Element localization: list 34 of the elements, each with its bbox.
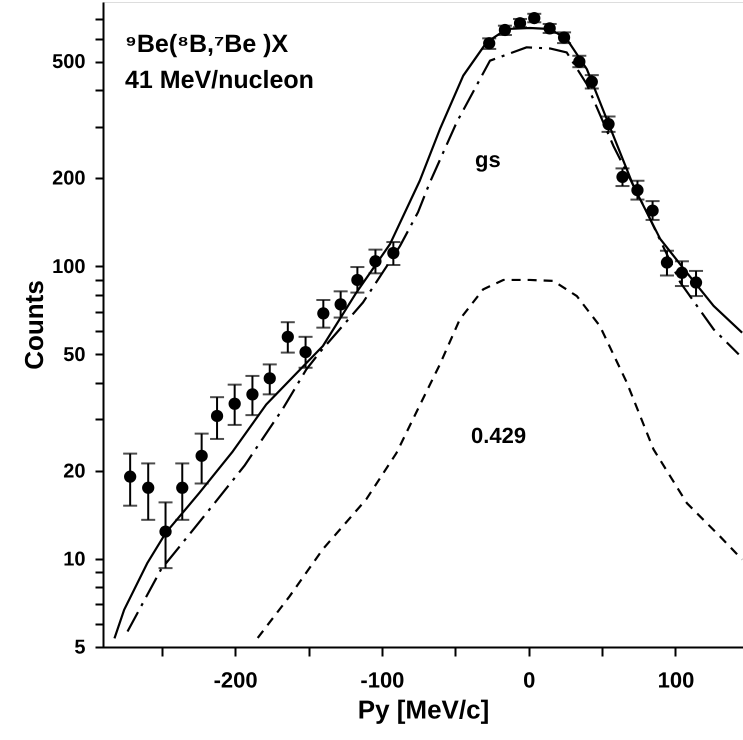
y-tick-label: 50 <box>63 344 86 366</box>
x-tick-label: -100 <box>360 668 404 692</box>
x-tick-label: -200 <box>214 668 258 692</box>
point <box>210 410 224 422</box>
point <box>317 307 330 320</box>
x-tick-label: 0 <box>523 668 536 692</box>
annotation: 41 MeV/nucleon <box>125 66 314 94</box>
point <box>246 388 259 400</box>
y-tick-label: 200 <box>52 168 86 190</box>
y-tick-label: 10 <box>63 548 86 570</box>
y-axis-title: Counts <box>19 280 50 370</box>
x-axis-title: Py [MeV/c] <box>358 694 490 724</box>
point <box>196 450 208 462</box>
point <box>351 274 364 286</box>
point <box>334 298 347 310</box>
point <box>176 482 188 494</box>
point <box>228 398 241 410</box>
annotation: ⁹Be(⁸B,⁷Be )X <box>125 30 289 58</box>
annotation: gs <box>475 147 501 172</box>
point <box>282 330 294 343</box>
point <box>616 170 629 184</box>
point <box>264 372 276 384</box>
y-tick-label: 500 <box>52 51 86 74</box>
point <box>142 482 154 494</box>
point <box>387 246 400 260</box>
y-tick-label: 5 <box>74 636 86 658</box>
annotation: 0.429 <box>471 423 526 448</box>
y-tick-label: 100 <box>52 256 86 278</box>
point <box>646 204 659 217</box>
y-tick-label: 20 <box>63 460 86 482</box>
x-tick-label: 100 <box>658 668 694 692</box>
point <box>124 470 136 483</box>
point <box>299 346 312 358</box>
line-series <box>256 278 743 640</box>
